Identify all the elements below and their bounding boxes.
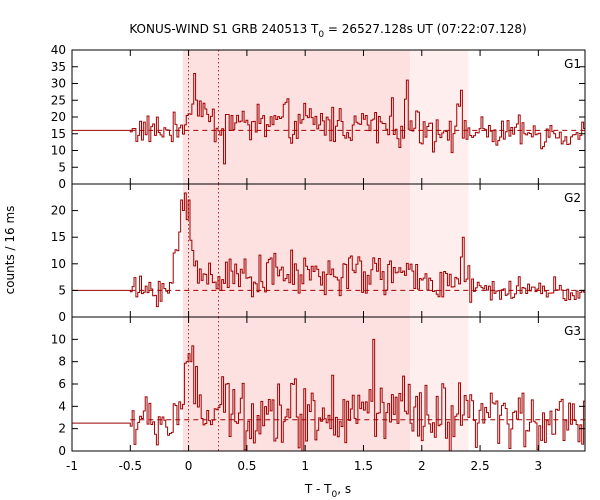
y-tick-label: 10 bbox=[51, 257, 66, 271]
y-tick-label: 15 bbox=[51, 127, 66, 141]
y-tick-label: 20 bbox=[51, 204, 66, 218]
chart-title: KONUS-WIND S1 GRB 240513 T0 = 26527.128s… bbox=[129, 22, 526, 40]
panel-label-g3: G3 bbox=[564, 324, 581, 338]
lightcurve-g3 bbox=[72, 338, 585, 452]
shaded-region-1 bbox=[182, 184, 411, 317]
x-tick-label: 2.5 bbox=[471, 459, 490, 473]
x-tick-label: -0.5 bbox=[119, 459, 142, 473]
shaded-region-2 bbox=[410, 184, 469, 317]
panel-g3: 0 2 4 6 8 10 G3 bbox=[51, 316, 586, 458]
x-tick-label: 1.5 bbox=[354, 459, 373, 473]
y-tick-label: 10 bbox=[51, 144, 66, 158]
x-tick-label: 3 bbox=[535, 459, 543, 473]
y-tick-label: 5 bbox=[58, 283, 66, 297]
panel-label-g1: G1 bbox=[564, 57, 581, 71]
y-tick-label: 0 bbox=[58, 177, 66, 191]
y-axis-title: counts / 16 ms bbox=[3, 206, 17, 295]
y-tick-label: 10 bbox=[51, 332, 66, 346]
y-tick-label: 40 bbox=[51, 43, 66, 57]
x-tick-label: 2 bbox=[418, 459, 426, 473]
x-tick-label: 0 bbox=[185, 459, 193, 473]
y-tick-label: 2 bbox=[58, 422, 66, 436]
y-tick-label: 30 bbox=[51, 77, 66, 91]
panels-layer: 0510152025303540G105101520G20246810G3-1-… bbox=[51, 43, 586, 473]
y-tick-label: 20 bbox=[51, 110, 66, 124]
x-tick-label: 0.5 bbox=[237, 459, 256, 473]
y-tick-label: 6 bbox=[58, 377, 66, 391]
lightcurve-g2 bbox=[72, 192, 585, 308]
shaded-region-2 bbox=[410, 317, 469, 451]
y-tick-label: 25 bbox=[51, 93, 66, 107]
shaded-region-1 bbox=[182, 50, 411, 184]
shaded-region-2 bbox=[410, 50, 469, 184]
x-tick-label: 1 bbox=[301, 459, 309, 473]
panel-g2: 0 5 10 15 20 G2 bbox=[51, 183, 586, 324]
y-tick-label: 8 bbox=[58, 355, 66, 369]
panel-label-g2: G2 bbox=[564, 191, 581, 205]
y-tick-label: 35 bbox=[51, 60, 66, 74]
y-tick-label: 4 bbox=[58, 399, 66, 413]
y-tick-label: 15 bbox=[51, 230, 66, 244]
y-tick-label: 0 bbox=[58, 310, 66, 324]
x-axis-title: T - T0, s bbox=[304, 482, 351, 500]
lightcurve-g1 bbox=[72, 72, 585, 165]
y-tick-label: 5 bbox=[58, 160, 66, 174]
panel-g1: 0 5 10 15 20 25 30 35 40 G1 bbox=[51, 43, 586, 191]
y-tick-label: 0 bbox=[58, 444, 66, 458]
x-tick-label: -1 bbox=[66, 459, 78, 473]
